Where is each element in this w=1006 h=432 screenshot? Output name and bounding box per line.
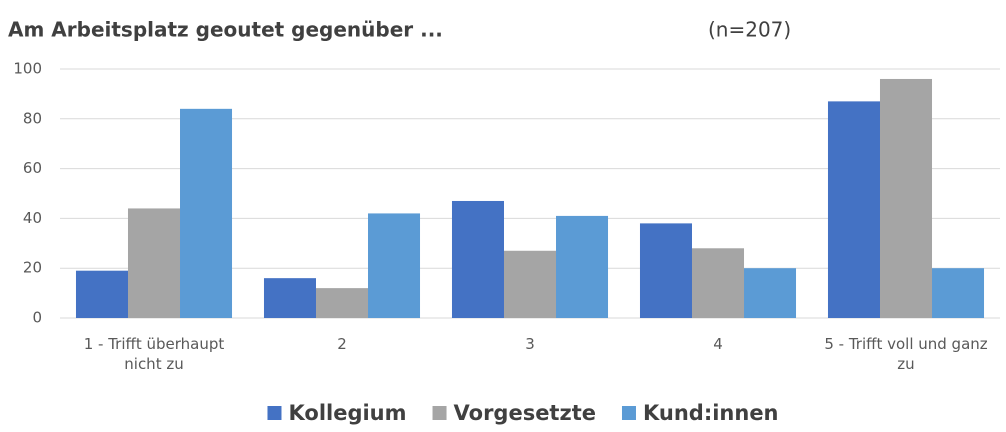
x-tick-label: 2 (337, 335, 347, 353)
bar (503, 250, 557, 318)
bar (691, 248, 745, 318)
bar (827, 101, 880, 319)
legend: Kollegium Vorgesetzte Kund:innen (267, 401, 779, 425)
y-tick-label: 80 (23, 109, 42, 127)
legend-label: Vorgesetzte (454, 401, 596, 425)
legend-label: Kollegium (288, 401, 406, 425)
x-tick-label-box: 1 - Trifft überhaupt nicht zu (83, 335, 225, 373)
bar (75, 270, 128, 318)
x-tick-label: 4 (713, 335, 723, 353)
bar (744, 268, 797, 318)
x-tick-label-box: 2 (337, 335, 347, 353)
x-tick-label: 1 - Trifft überhaupt nicht zu (83, 335, 225, 373)
bar (932, 268, 985, 318)
legend-label: Kund:innen (643, 401, 779, 425)
x-tick-label-box: 3 (525, 335, 535, 353)
bar (556, 215, 609, 318)
y-tick-label: 100 (13, 60, 42, 78)
y-tick-label: 60 (23, 159, 42, 177)
chart-subtitle: (n=207) (708, 18, 791, 42)
bar (315, 288, 369, 318)
bar (263, 278, 316, 318)
y-tick-label: 20 (23, 259, 42, 277)
legend-swatch (267, 406, 282, 420)
bar (451, 200, 504, 318)
x-tick-label: 5 - Trifft voll und ganz zu (824, 335, 988, 373)
bar (127, 208, 181, 318)
y-tick-label: 0 (32, 309, 42, 327)
bar (879, 78, 933, 319)
chart-title: Am Arbeitsplatz geoutet gegenüber ... (8, 18, 443, 42)
bar (180, 108, 233, 318)
bar (639, 223, 692, 318)
legend-swatch (621, 406, 636, 420)
x-tick-label-box: 4 (713, 335, 723, 353)
legend-swatch (432, 406, 447, 420)
y-tick-label: 40 (23, 209, 42, 227)
bar (368, 213, 421, 318)
x-tick-label: 3 (525, 335, 535, 353)
x-tick-label-box: 5 - Trifft voll und ganz zu (824, 335, 988, 373)
